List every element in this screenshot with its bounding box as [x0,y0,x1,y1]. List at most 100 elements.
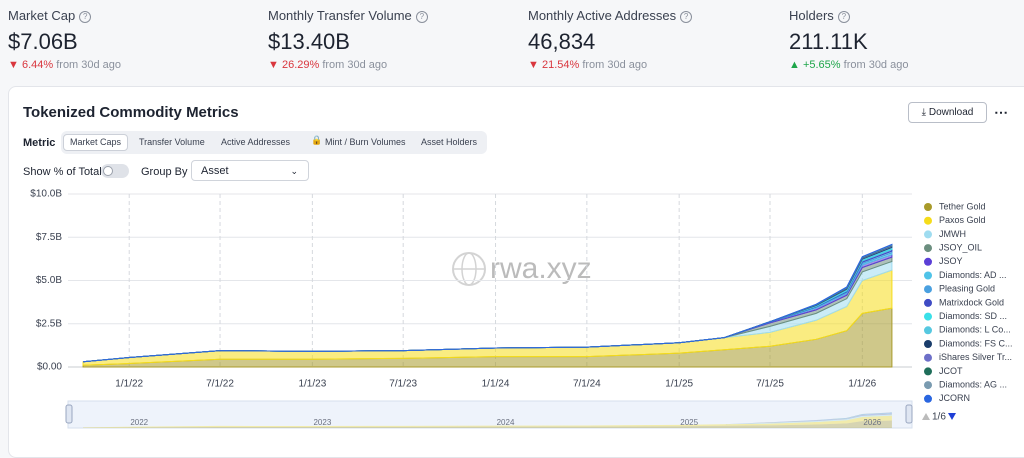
legend-swatch [924,257,932,266]
legend-label: Tether Gold [939,201,986,211]
legend-label: Diamonds: AD ... [939,270,1007,280]
navigator-label: 2025 [680,418,698,427]
legend-swatch [924,340,932,348]
arrow-down: ▼ [528,59,542,71]
download-button[interactable]: ⤓ Download [908,102,987,123]
navigator-handle[interactable] [905,404,913,424]
tab[interactable]: Market Caps [63,134,129,151]
legend-swatch [924,394,932,403]
x-tick-label: 1/1/24 [482,379,510,390]
toggle[interactable] [101,164,129,178]
group-by-label: Group By [141,166,188,178]
legend-next[interactable] [948,413,956,420]
legend-label: iShares Silver Tr... [939,352,1012,362]
tab[interactable]: Transfer Volume [139,137,205,147]
tab[interactable]: Asset Holders [421,137,478,147]
tab-bar: Market Caps Transfer Volume Active Addre… [61,131,487,154]
metric-value: 211.11K [789,29,868,54]
legend-label: JSOY_OIL [939,242,982,252]
metric-period: from 30d ago [56,59,122,71]
area [83,243,893,363]
navigator-area [83,420,892,428]
metric-value: 46,834 [528,29,596,54]
metric-period: from 30d ago [843,59,909,71]
metric-label: Monthly Active Addresses [528,8,677,23]
navigator-label: 2022 [130,418,148,427]
legend-swatch [924,230,932,239]
legend-swatch [924,353,932,362]
navigator-handle[interactable] [65,404,73,424]
x-tick-label: 7/1/25 [756,379,784,390]
y-tick-label: $2.5B [36,318,62,329]
legend-swatch [924,381,932,390]
tab[interactable]: Mint / Burn Volumes [325,137,406,147]
legend-label: Diamonds: FS C... [939,338,1013,348]
x-tick-label: 7/1/22 [206,379,234,390]
arrow-down: ▼ [268,59,282,71]
watermark-logo [452,252,486,286]
tab[interactable]: Active Addresses [221,137,291,147]
metric-label: Market Cap [8,8,76,23]
legend-swatch [924,298,932,307]
metric-card: Monthly Active Addresses? 46,834 ▼ 21.54… [528,8,778,71]
legend-swatch [924,203,932,211]
legend-swatch [924,312,932,321]
download-label: Download [928,107,974,118]
chart: rwa.xyz 1/6 $0.00 $2.5B $5.0B $7.5B $10.0B 1/… [30,189,1013,429]
metric-value: $7.06B [8,29,78,54]
legend-label: Pleasing Gold [939,284,995,294]
info-icon[interactable]: ? [680,11,693,23]
metric-change: +5.65% [802,59,841,71]
metric-card: Monthly Transfer Volume? $13.40B ▼ 26.29… [268,8,518,71]
metric-period: from 30d ago [582,59,648,71]
group-by-select[interactable]: Asset ⌄ [191,160,309,181]
info-icon[interactable]: ? [79,11,92,23]
legend-swatch [924,271,932,280]
show-percent-label: Show % of Total [23,166,102,178]
y-tick-label: $5.0B [36,275,62,286]
more-menu[interactable]: ⋯ [994,104,1008,120]
legend-label: JMWH [939,229,966,239]
legend-swatch [924,367,932,376]
x-tick-label: 1/1/26 [848,379,876,390]
navigator-label: 2026 [863,418,881,427]
metric-label: Holders [789,8,834,23]
metric-change: 6.44% [21,59,54,71]
page: {"metrics":[ {"label":"Market Cap","valu… [8,8,1024,458]
legend-label: Diamonds: L Co... [939,325,1011,335]
legend-page: 1/6 [932,412,946,423]
legend-swatch [924,244,932,253]
select-value: Asset [201,165,229,177]
legend-label: JSOY [939,256,963,266]
info-icon[interactable]: ? [415,11,428,23]
legend-swatch [924,326,932,335]
metric-label: Metric [23,137,56,149]
metric-period: from 30d ago [322,59,388,71]
grid [68,193,912,368]
x-tick-label: 7/1/23 [389,379,417,390]
info-icon[interactable]: ? [837,11,850,23]
metric-card: Holders? 211.11K ▲ +5.65% from 30d ago [789,8,1024,71]
arrow-up: ▲ [789,59,803,71]
y-tick-label: $7.5B [36,232,62,243]
legend-swatch [924,285,932,294]
navigator [67,400,913,429]
y-tick-label: $0.00 [37,362,62,373]
navigator-label: 2023 [313,418,331,427]
legend-label: JCORN [939,393,970,403]
y-tick-label: $10.0B [30,189,62,200]
navigator-label: 2024 [497,418,515,427]
x-tick-label: 1/1/23 [298,379,326,390]
metric-value: $13.40B [268,29,350,54]
legend-label: JCOT [939,366,963,376]
navigator-area [83,415,892,428]
legend-prev[interactable] [922,413,930,420]
metric-label: Monthly Transfer Volume [268,8,412,23]
chevron: ⌄ [290,166,298,176]
watermark: rwa.xyz [490,252,592,285]
metric-card: Market Cap? $7.06B ▼ 6.44% from 30d ago [8,8,258,71]
x-tick-label: 1/1/25 [665,379,693,390]
legend-swatch [924,216,932,225]
legend-label: Matrixdock Gold [939,297,1004,307]
legend-label: Paxos Gold [939,215,986,225]
